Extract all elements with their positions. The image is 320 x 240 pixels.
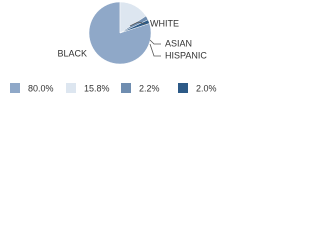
pie [88, 1, 152, 65]
leader-line [129, 21, 147, 27]
legend-swatch [121, 83, 131, 93]
chart: BLACK WHITE ASIAN HISPANIC 80.0% 15.8% 2.2… [10, 1, 217, 93]
slice-label: BLACK [57, 48, 87, 58]
leader-line [149, 39, 161, 45]
slice-label: ASIAN [165, 38, 192, 48]
slice-label: WHITE [150, 18, 179, 28]
slice-label: HISPANIC [165, 50, 207, 60]
pie-slice [88, 1, 152, 65]
legend-label: 2.0% [196, 83, 217, 93]
legend-swatch [66, 83, 76, 93]
legend-swatch [10, 83, 20, 93]
legend-swatch [178, 83, 188, 93]
legend-label: 15.8% [84, 83, 110, 93]
legend: 80.0% 15.8% 2.2% 2.0% [10, 83, 217, 93]
legend-label: 80.0% [28, 83, 54, 93]
leader-line [149, 43, 161, 57]
legend-label: 2.2% [139, 83, 160, 93]
